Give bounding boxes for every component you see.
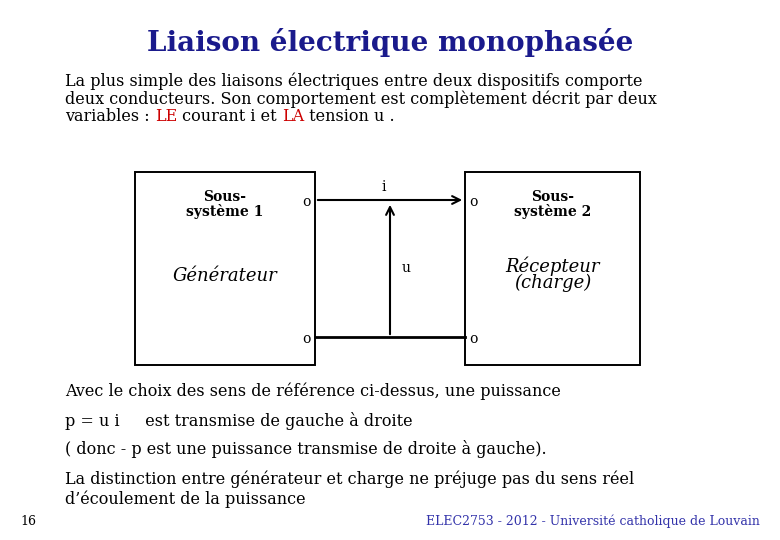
Text: deux conducteurs. Son comportement est complètement décrit par deux: deux conducteurs. Son comportement est c… (65, 90, 657, 107)
Text: o: o (303, 332, 311, 346)
Bar (135, 172, 315, 365)
Text: courant i et: courant i et (177, 108, 282, 125)
Text: La distinction entre générateur et charge ne préjuge pas du sens réel
d’écouleme: La distinction entre générateur et charg… (65, 470, 634, 508)
Text: variables :: variables : (65, 108, 154, 125)
Text: ELEC2753 - 2012 - Université catholique de Louvain: ELEC2753 - 2012 - Université catholique … (426, 515, 760, 528)
Text: o: o (469, 195, 477, 209)
Text: i: i (381, 180, 386, 194)
Text: tension u .: tension u . (304, 108, 395, 125)
Text: p = u i     est transmise de gauche à droite: p = u i est transmise de gauche à droite (65, 412, 413, 430)
Text: La plus simple des liaisons électriques entre deux dispositifs comporte: La plus simple des liaisons électriques … (65, 72, 643, 90)
Bar (465, 172, 640, 365)
Text: système 1: système 1 (186, 204, 264, 219)
Text: Sous-: Sous- (204, 190, 246, 204)
Text: Liaison électrique monophasée: Liaison électrique monophasée (147, 28, 633, 57)
Text: LE: LE (154, 108, 177, 125)
Text: Avec le choix des sens de référence ci-dessus, une puissance: Avec le choix des sens de référence ci-d… (65, 382, 561, 400)
Text: o: o (469, 332, 477, 346)
Text: (charge): (charge) (514, 274, 591, 292)
Text: LA: LA (282, 108, 304, 125)
Text: Sous-: Sous- (531, 190, 574, 204)
Text: o: o (303, 195, 311, 209)
Text: Récepteur: Récepteur (505, 257, 600, 276)
Text: système 2: système 2 (514, 204, 591, 219)
Text: 16: 16 (20, 515, 36, 528)
Text: u: u (402, 261, 411, 275)
Text: ( donc - p est une puissance transmise de droite à gauche).: ( donc - p est une puissance transmise d… (65, 440, 547, 458)
Text: Générateur: Générateur (172, 267, 278, 285)
